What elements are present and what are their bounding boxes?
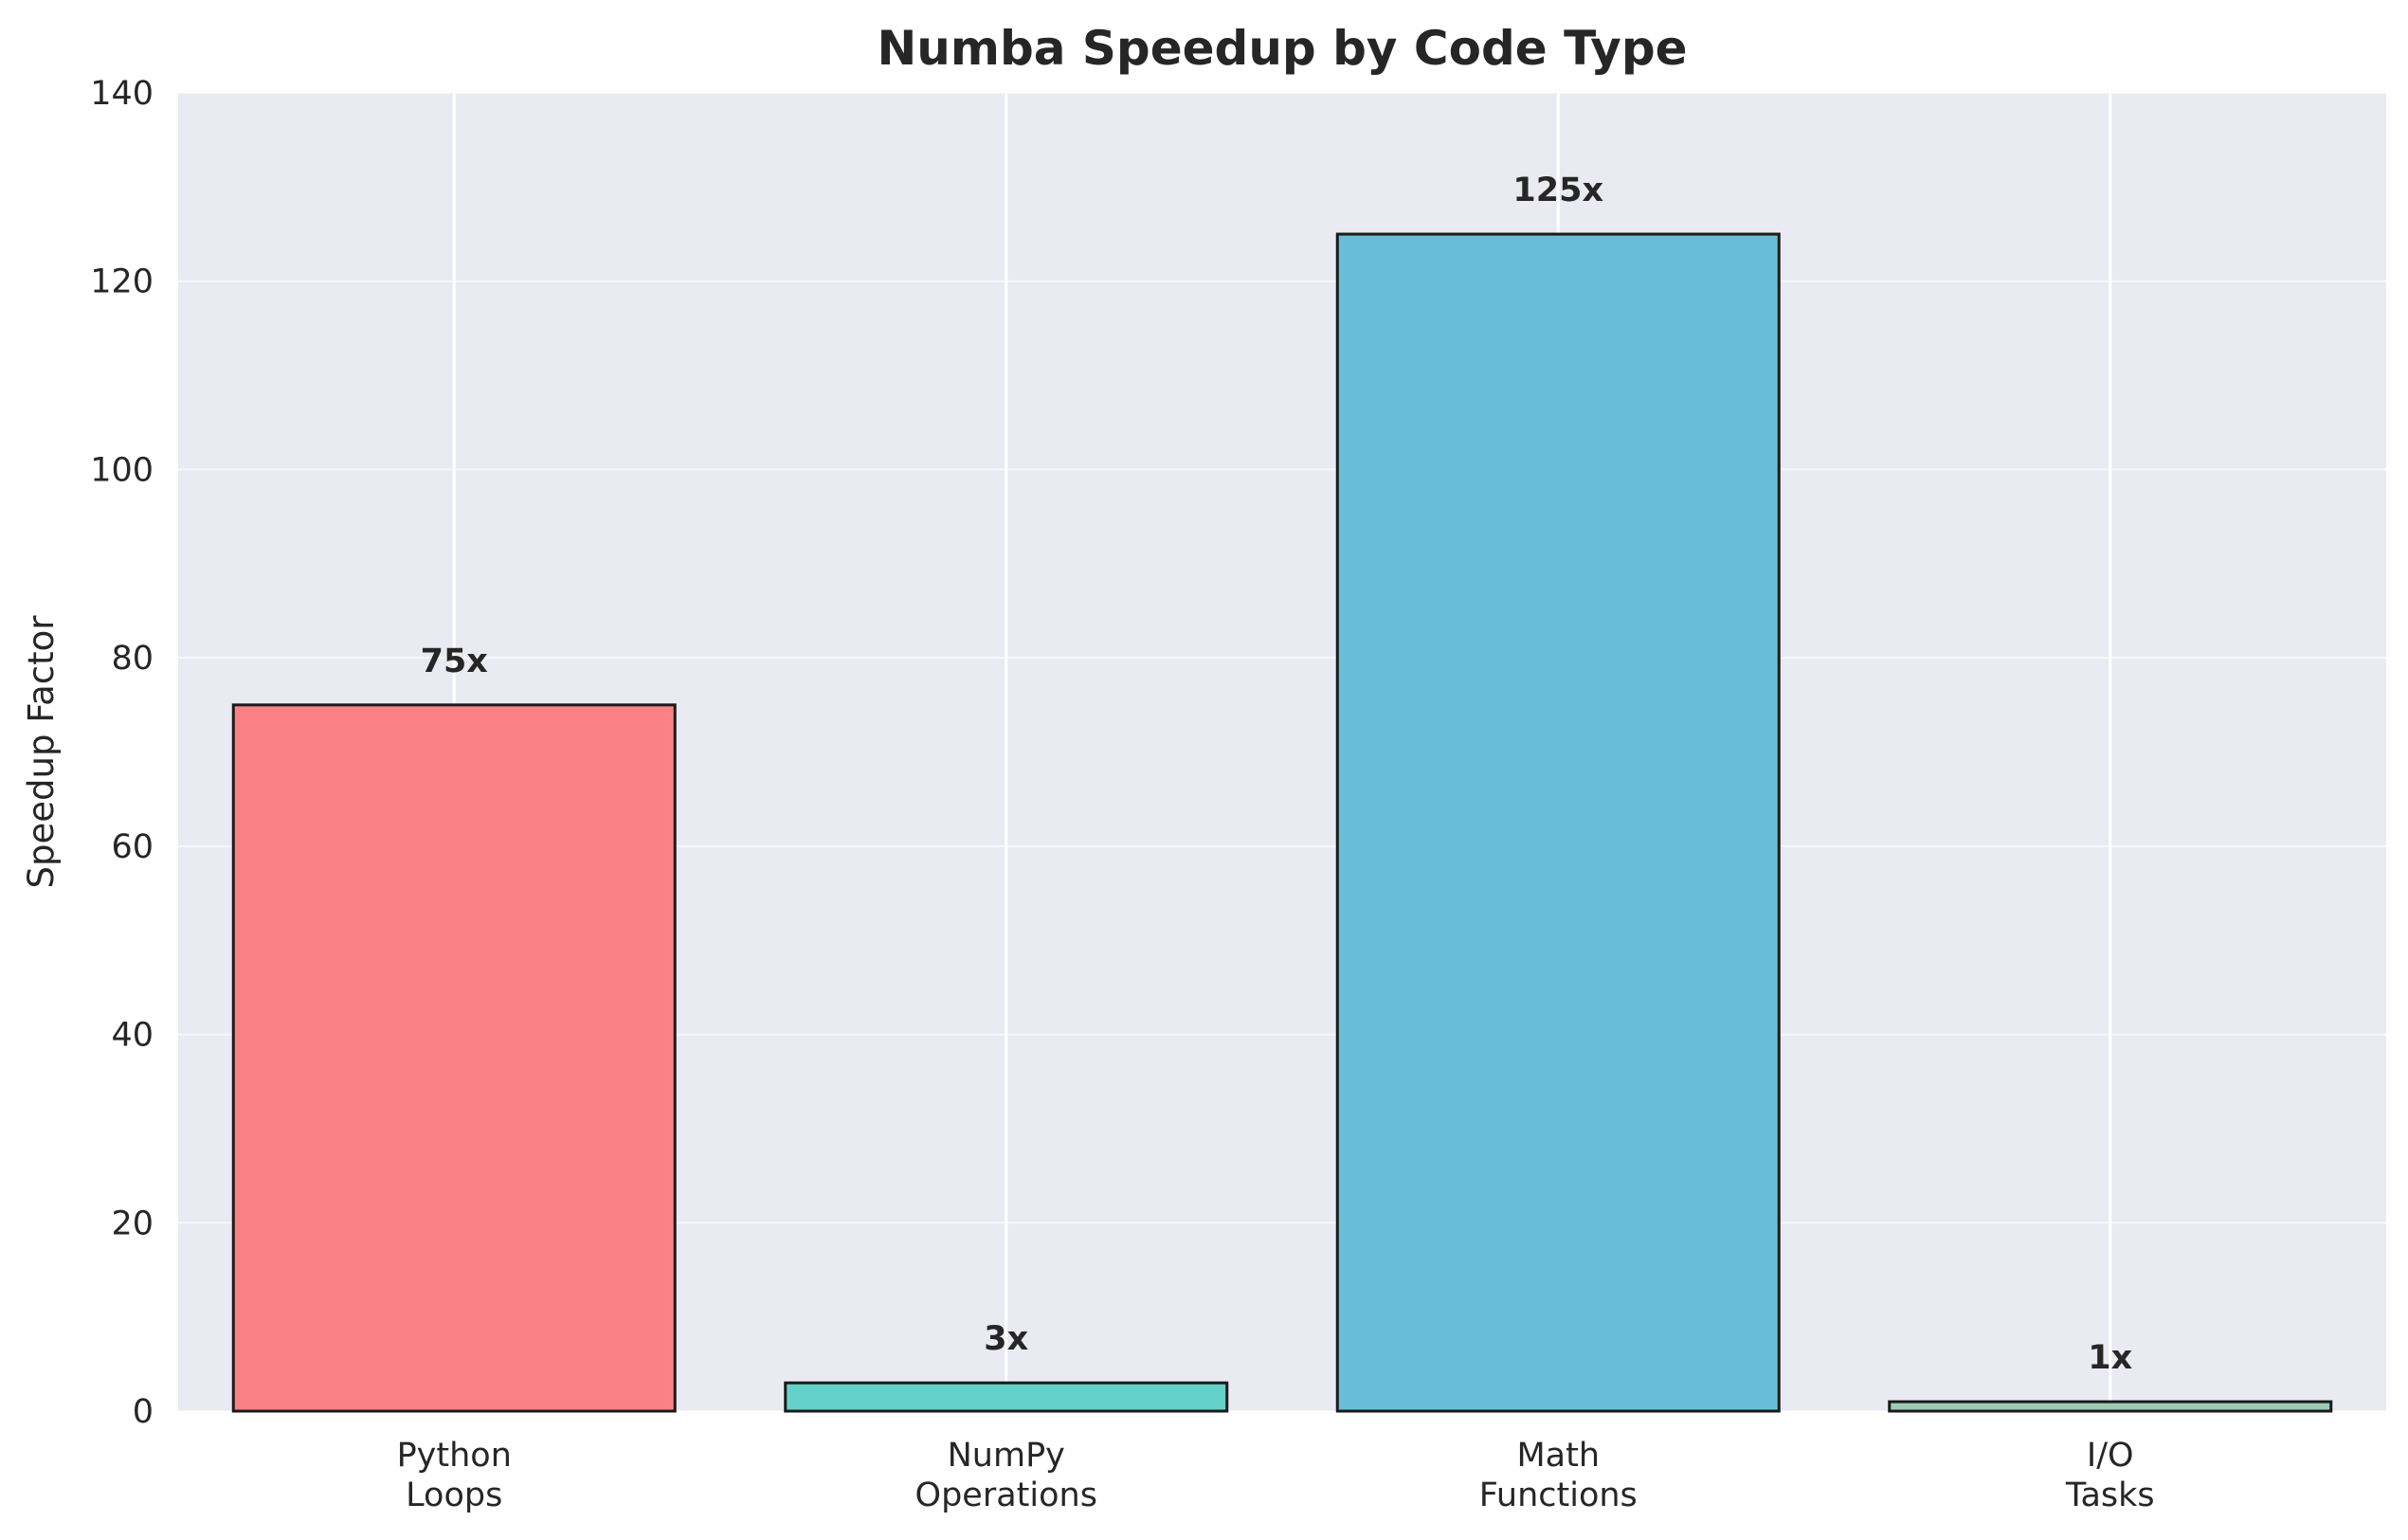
y-tick-label: 100 <box>90 451 154 489</box>
y-tick-label: 40 <box>111 1017 154 1055</box>
bars <box>231 232 2333 1413</box>
bar <box>231 703 677 1413</box>
data-labels: 75x 3x 125x 1x <box>421 172 2133 1377</box>
y-tick-label: 20 <box>111 1205 154 1242</box>
y-tick-label: 140 <box>90 75 154 113</box>
x-axis-ticks: Python Loops NumPy Operations Math Functions I… <box>397 1437 2155 1514</box>
y-axis-label: Speedup Factor <box>21 615 62 889</box>
data-label: 1x <box>2088 1339 2132 1377</box>
x-tick-label: I/O Tasks <box>2065 1437 2155 1514</box>
data-label: 3x <box>984 1320 1028 1358</box>
data-label: 125x <box>1512 172 1603 209</box>
y-tick-label: 60 <box>111 828 154 866</box>
y-axis-ticks: 0 20 40 60 80 100 120 140 <box>90 75 154 1431</box>
bar <box>1335 232 1781 1413</box>
x-tick-label: NumPy Operations <box>915 1437 1097 1514</box>
y-tick-label: 120 <box>90 263 154 301</box>
y-tick-label: 80 <box>111 640 154 678</box>
y-tick-label: 0 <box>133 1393 154 1431</box>
x-tick-label: Math Functions <box>1479 1437 1638 1514</box>
x-tick-label: Python Loops <box>397 1437 512 1514</box>
bar <box>1888 1400 2333 1413</box>
data-label: 75x <box>421 643 489 680</box>
chart-title: Numba Speedup by Code Type <box>877 21 1687 76</box>
bar <box>784 1381 1229 1413</box>
